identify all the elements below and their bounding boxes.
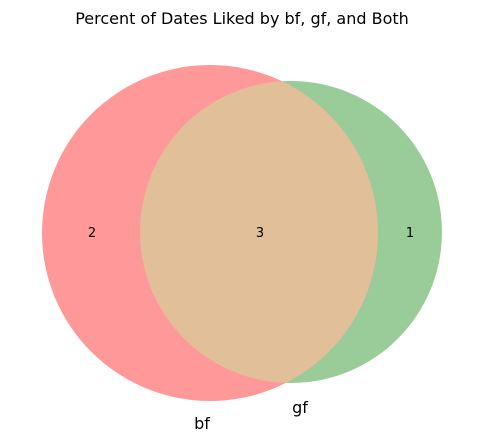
bf-only-count: 2 bbox=[88, 226, 96, 241]
gf-only-count: 1 bbox=[406, 226, 414, 241]
diagram-title: Percent of Dates Liked by bf, gf, and Bo… bbox=[75, 9, 409, 28]
intersection-region bbox=[140, 81, 378, 383]
bf-set-label: bf bbox=[194, 414, 210, 433]
both-count: 3 bbox=[256, 226, 264, 241]
gf-set-label: gf bbox=[292, 398, 308, 417]
